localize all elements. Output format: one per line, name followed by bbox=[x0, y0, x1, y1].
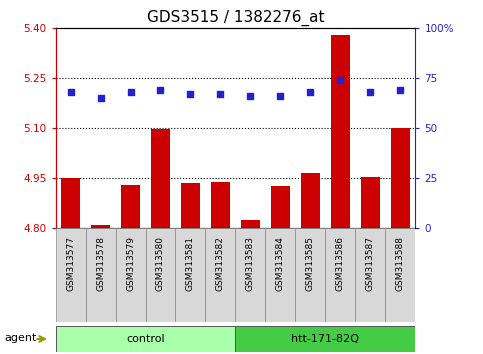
Point bbox=[216, 91, 224, 97]
Text: GSM313585: GSM313585 bbox=[306, 236, 315, 291]
Bar bbox=[85, 228, 115, 322]
Text: GSM313587: GSM313587 bbox=[366, 236, 375, 291]
Bar bbox=[145, 228, 175, 322]
Bar bbox=[56, 228, 85, 322]
Text: GSM313581: GSM313581 bbox=[186, 236, 195, 291]
Text: GSM313583: GSM313583 bbox=[246, 236, 255, 291]
Bar bbox=[236, 228, 266, 322]
Bar bbox=[326, 228, 355, 322]
Bar bbox=[301, 173, 320, 228]
Point bbox=[307, 90, 314, 95]
Bar bbox=[296, 228, 326, 322]
Bar bbox=[391, 129, 410, 228]
Text: GSM313580: GSM313580 bbox=[156, 236, 165, 291]
Bar bbox=[175, 228, 205, 322]
Bar bbox=[181, 183, 200, 228]
Text: agent: agent bbox=[4, 333, 37, 343]
Bar bbox=[355, 228, 385, 322]
Point bbox=[367, 90, 374, 95]
Bar bbox=[361, 177, 380, 228]
Title: GDS3515 / 1382276_at: GDS3515 / 1382276_at bbox=[147, 9, 324, 25]
Bar bbox=[205, 228, 236, 322]
Point bbox=[67, 90, 74, 95]
Text: control: control bbox=[126, 334, 165, 344]
Bar bbox=[115, 228, 145, 322]
Bar bbox=[121, 185, 140, 228]
Bar bbox=[266, 228, 296, 322]
Bar bbox=[61, 178, 80, 228]
Point bbox=[127, 90, 134, 95]
Bar bbox=[151, 129, 170, 228]
Bar bbox=[241, 220, 260, 228]
Bar bbox=[385, 228, 415, 322]
Bar bbox=[270, 185, 290, 228]
Point bbox=[337, 78, 344, 83]
Point bbox=[397, 87, 404, 93]
Point bbox=[277, 93, 284, 99]
Point bbox=[186, 91, 194, 97]
Bar bbox=[56, 326, 236, 352]
Text: GSM313588: GSM313588 bbox=[396, 236, 405, 291]
Text: GSM313578: GSM313578 bbox=[96, 236, 105, 291]
Text: htt-171-82Q: htt-171-82Q bbox=[291, 334, 359, 344]
Bar bbox=[331, 35, 350, 228]
Text: GSM313577: GSM313577 bbox=[66, 236, 75, 291]
Point bbox=[97, 96, 104, 101]
Bar bbox=[236, 326, 415, 352]
Text: GSM313586: GSM313586 bbox=[336, 236, 345, 291]
Bar bbox=[211, 182, 230, 228]
Point bbox=[156, 87, 164, 93]
Text: GSM313579: GSM313579 bbox=[126, 236, 135, 291]
Bar bbox=[91, 225, 110, 228]
Point bbox=[247, 93, 255, 99]
Text: GSM313584: GSM313584 bbox=[276, 236, 285, 291]
Text: GSM313582: GSM313582 bbox=[216, 236, 225, 291]
